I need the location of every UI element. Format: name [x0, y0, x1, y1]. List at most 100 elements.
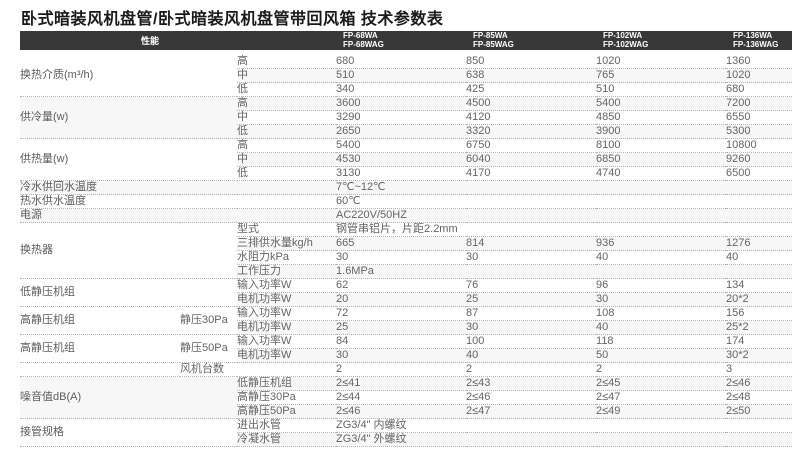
sub-label-cell: 型式 — [237, 222, 337, 238]
table-row: 供热量(w) 高 5400 6750 8100 10800 — [20, 138, 793, 182]
sub-label-cell: 低 — [237, 124, 337, 140]
row-label-cell: 噪音值dB(A) — [20, 376, 238, 420]
value-cell: 7200 — [726, 96, 793, 112]
value-cell: 680 — [726, 82, 793, 98]
value-cell: 72 — [336, 306, 467, 322]
value-cell: 1020 — [726, 68, 793, 84]
row-label-cell: 换热介质(m³/h) — [20, 55, 238, 98]
value-cell: 钢管串铝片，片距2.2mm — [336, 222, 793, 238]
value-cell: 1360 — [726, 55, 793, 70]
sub-label-cell: 高 — [237, 55, 337, 70]
value-cell: 20 — [336, 292, 467, 308]
table-row: 高静压机组 静压30Pa 输入功率W 72 87 108 156 — [20, 306, 793, 336]
row-label-cell: 高静压机组 — [20, 306, 180, 336]
value-cell: 814 — [466, 236, 597, 252]
value-cell: 936 — [596, 236, 727, 252]
table-row: 供冷量(w) 高 3600 4500 5400 7200 — [20, 96, 793, 140]
spec-table: 性能 FP-68WA FP-68WAG FP-85WA FP-85WAG FP-… — [20, 31, 793, 448]
table-row: 噪音值dB(A) 低静压机组 2≤41 2≤43 2≤45 2≤46 — [20, 376, 793, 420]
sub-label-cell: 电机功率W — [237, 348, 337, 364]
value-cell: 2≤41 — [336, 376, 467, 392]
sub-label-cell: 输入功率W — [237, 278, 337, 294]
header-model-fp85: FP-85WA FP-85WAG — [473, 31, 514, 49]
value-cell: 40 — [726, 250, 793, 266]
value-cell: 96 — [596, 278, 727, 294]
value-cell: 2≤47 — [596, 390, 727, 406]
value-cell: 2≤44 — [336, 390, 467, 406]
value-cell: 4170 — [466, 166, 597, 182]
value-cell: 4500 — [466, 96, 597, 112]
value-cell: 3 — [726, 362, 793, 378]
value-cell: 2≤46 — [726, 376, 793, 392]
value-cell: 134 — [726, 278, 793, 294]
table-header-bar: 性能 FP-68WA FP-68WAG FP-85WA FP-85WAG FP-… — [20, 31, 792, 50]
value-cell: 30*2 — [726, 348, 793, 364]
value-cell: 87 — [466, 306, 597, 322]
sub-label-cell: 工作压力 — [237, 264, 337, 280]
header-model-fp136: FP-136WA FP-136WAG — [733, 31, 779, 49]
value-cell: 2≤48 — [726, 390, 793, 406]
value-cell: 2≤49 — [596, 404, 727, 420]
value-cell: 665 — [336, 236, 467, 252]
value-cell: 30 — [336, 348, 467, 364]
row-label-cell: 低静压机组 — [20, 278, 238, 308]
sub-label-cell: 中 — [237, 68, 337, 84]
value-cell: 5300 — [726, 124, 793, 140]
page-title: 卧式暗装风机盘管/卧式暗装风机盘管带回风箱 技术参数表 — [21, 11, 444, 28]
value-cell: 10800 — [726, 138, 793, 154]
value-cell: 2≤46 — [466, 390, 597, 406]
header-model-fp102: FP-102WA FP-102WAG — [603, 31, 649, 49]
value-cell: 2≤45 — [596, 376, 727, 392]
value-cell: 6500 — [726, 166, 793, 182]
value-cell: 60℃ — [336, 194, 793, 210]
table-row: 工作压力 1.6MPa — [20, 264, 793, 280]
value-cell: 425 — [466, 82, 597, 98]
table-row: 中 4530 6040 6850 9260 — [20, 152, 793, 168]
value-cell: 2≤47 — [466, 404, 597, 420]
table-row: 电源 AC220V/50HZ — [20, 208, 793, 224]
table-row: 电机功率W 25 30 40 25*2 — [20, 320, 793, 336]
header-model-fp68: FP-68WA FP-68WAG — [343, 31, 384, 49]
value-cell: 100 — [466, 334, 597, 350]
value-cell: 638 — [466, 68, 597, 84]
sub-label-cell: 中 — [237, 152, 337, 168]
value-cell: 5400 — [336, 138, 467, 154]
sub-label-cell: 输入功率W — [237, 334, 337, 350]
value-cell: 3290 — [336, 110, 467, 126]
value-cell: 25 — [466, 292, 597, 308]
value-cell: 108 — [596, 306, 727, 322]
value-cell: 1276 — [726, 236, 793, 252]
row-label-cell: 热水供水温度 — [20, 194, 337, 210]
sub-label-cell: 水阻力kPa — [237, 250, 337, 266]
row-label-cell: 供热量(w) — [20, 138, 238, 182]
value-cell: 4740 — [596, 166, 727, 182]
value-cell: 6040 — [466, 152, 597, 168]
value-cell: 30 — [596, 292, 727, 308]
header-performance-label: 性能 — [140, 36, 159, 46]
value-cell: 62 — [336, 278, 467, 294]
sub-label-cell: 冷凝水管 — [237, 432, 337, 448]
value-cell: 340 — [336, 82, 467, 98]
sub-label-cell: 静压50Pa — [180, 334, 238, 364]
value-cell: 680 — [336, 55, 467, 70]
value-cell: 2650 — [336, 124, 467, 140]
value-cell: 40 — [596, 320, 727, 336]
sub-label-cell: 低 — [237, 82, 337, 98]
value-cell: 4850 — [596, 110, 727, 126]
table-row: 换热器 型式 钢管串铝片，片距2.2mm — [20, 222, 793, 280]
table-row: 换热介质(m³/h) 高 680 850 1020 1360 — [20, 55, 793, 98]
row-label-cell: 换热器 — [20, 222, 238, 280]
sub-label-cell: 中 — [237, 110, 337, 126]
table-row: 三排供水量kg/h 665 814 936 1276 — [20, 236, 793, 252]
sub-label-cell: 风机台数 — [180, 362, 337, 378]
sub-label-cell: 高 — [237, 96, 337, 112]
table-row: 风机台数 2 2 2 3 — [20, 362, 793, 378]
row-label-cell: 接管规格 — [20, 418, 238, 448]
value-cell: 1.6MPa — [336, 264, 793, 280]
table-row: 中 510 638 765 1020 — [20, 68, 793, 84]
table-row: 高静压30Pa 2≤44 2≤46 2≤47 2≤48 — [20, 390, 793, 406]
row-label-cell: 冷水供回水温度 — [20, 180, 337, 196]
value-cell: 30 — [466, 320, 597, 336]
table-row: 中 3290 4120 4850 6550 — [20, 110, 793, 126]
table-row: 水阻力kPa 30 30 40 40 — [20, 250, 793, 266]
